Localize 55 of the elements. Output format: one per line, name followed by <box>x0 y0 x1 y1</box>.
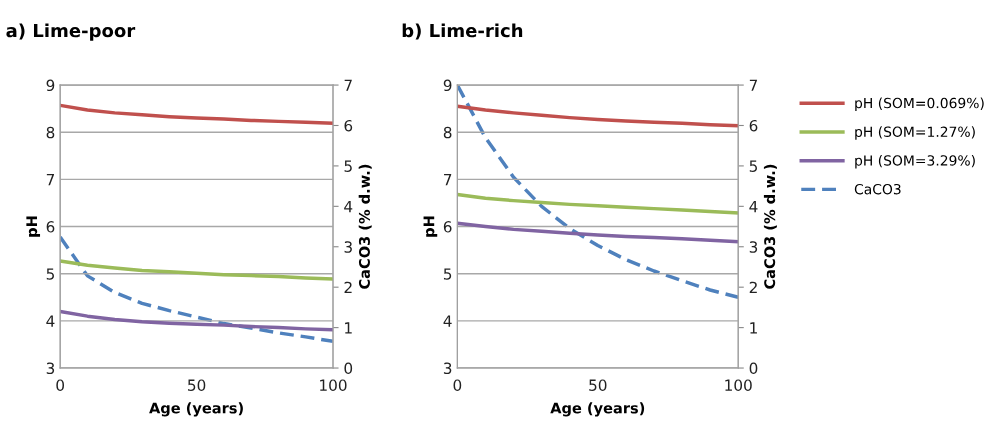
x-axis-title: Age (years) <box>149 402 243 417</box>
chart-title: a) Lime-poor <box>6 23 136 41</box>
y2-tick-label: 7 <box>749 79 758 91</box>
y-tick-label: 5 <box>443 268 452 280</box>
y-tick-label: 4 <box>46 315 55 327</box>
y2-tick-label: 5 <box>749 160 758 172</box>
x-tick-label: 50 <box>589 379 607 391</box>
x-tick-label: 100 <box>320 379 347 391</box>
y2-tick-label: 6 <box>344 119 353 132</box>
y-axis-title: pH <box>26 216 41 237</box>
y2-tick-label: 4 <box>344 201 353 213</box>
y2-tick-label: 1 <box>750 322 757 334</box>
legend-label: pH (SOM=1.27%) <box>855 126 975 140</box>
y-axis-title: pH <box>423 216 438 237</box>
y-tick-label: 8 <box>46 126 55 139</box>
x-tick-label: 0 <box>56 379 65 391</box>
y-tick-label: 7 <box>444 174 452 186</box>
y2-axis-title: CaCO3 (% d.w.) <box>763 164 777 289</box>
y2-tick-label: 1 <box>345 322 352 334</box>
x-tick-label: 0 <box>453 379 462 391</box>
y-tick-label: 6 <box>443 221 452 233</box>
y2-tick-label: 3 <box>344 241 352 253</box>
line-series <box>457 104 739 128</box>
y-tick-label: 3 <box>46 362 55 375</box>
y-tick-label: 8 <box>443 126 452 139</box>
y-tick-label: 5 <box>46 268 54 280</box>
y2-tick-label: 5 <box>344 160 352 172</box>
y2-tick-label: 3 <box>749 241 758 253</box>
y2-tick-label: 4 <box>749 201 758 213</box>
y-tick-label: 3 <box>443 362 452 375</box>
y2-tick-label: 0 <box>749 362 758 375</box>
y-tick-label: 9 <box>443 79 452 92</box>
line-series <box>457 192 739 215</box>
y2-axis-title: CaCO3 (% d.w.) <box>358 164 372 289</box>
legend-label: pH (SOM=0.069%) <box>855 97 984 111</box>
x-axis-title: Age (years) <box>550 402 645 417</box>
line-series <box>60 235 333 344</box>
x-tick-label: 50 <box>188 379 206 391</box>
y-tick-label: 9 <box>46 79 55 92</box>
y-tick-label: 7 <box>46 174 55 186</box>
chart-title: b) Lime-rich <box>402 23 523 40</box>
y2-tick-label: 2 <box>749 281 757 293</box>
y2-tick-label: 6 <box>749 119 758 132</box>
line-series <box>60 309 333 332</box>
legend-label: CaCO3 <box>854 183 901 195</box>
y2-tick-label: 7 <box>344 79 352 91</box>
line-series <box>60 103 333 125</box>
y-tick-label: 4 <box>443 315 452 327</box>
line-series <box>457 221 739 244</box>
legend-label: pH (SOM=3.29%) <box>855 154 975 169</box>
line-series <box>60 259 333 281</box>
y2-tick-label: 2 <box>344 281 352 293</box>
x-tick-label: 100 <box>725 379 752 391</box>
y2-tick-label: 0 <box>344 362 353 375</box>
y-tick-label: 6 <box>46 221 55 233</box>
